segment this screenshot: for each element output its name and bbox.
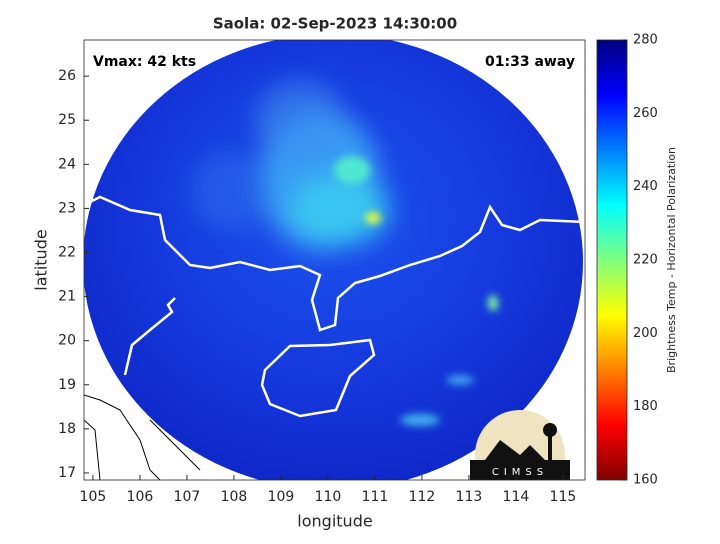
colorbar-tick-label: 280 [633, 33, 658, 48]
vmax-label: Vmax: 42 kts [93, 54, 196, 70]
x-tick-label: 114 [503, 489, 530, 505]
map-title: Saola: 02-Sep-2023 14:30:00 [213, 15, 457, 33]
y-tick-label: 24 [58, 156, 76, 172]
y-tick-label: 20 [58, 333, 76, 349]
x-tick-label: 106 [127, 489, 154, 505]
y-tick-label: 19 [58, 377, 76, 393]
imagery: CIMSS [84, 40, 585, 480]
time-away-label: 01:33 away [485, 54, 575, 70]
y-tick-label: 26 [58, 68, 76, 84]
colorbar-tick-label: 240 [633, 179, 658, 194]
x-tick-label: 110 [315, 489, 342, 505]
colorbar-label: Brightness Temp - Horizontal Polarizatio… [665, 147, 678, 373]
colorbar-tick-label: 160 [633, 473, 658, 488]
y-tick-label: 23 [58, 200, 76, 216]
y-tick-label: 21 [58, 289, 76, 305]
y-tick-label: 22 [58, 245, 76, 261]
logo: CIMSS [470, 410, 570, 480]
plot-frame [83, 39, 586, 481]
colorbar-tick-label: 220 [633, 253, 658, 268]
x-tick-label: 105 [80, 489, 107, 505]
x-tick-label: 115 [550, 489, 577, 505]
logo-text: CIMSS [492, 467, 548, 478]
x-tick-label: 111 [362, 489, 389, 505]
colorbar-tick-label: 180 [633, 399, 658, 414]
x-axis-label: longitude [297, 512, 372, 531]
colorbar-tick-label: 200 [633, 326, 658, 341]
x-tick-label: 107 [174, 489, 201, 505]
x-tick-label: 112 [409, 489, 436, 505]
x-tick-label: 113 [456, 489, 483, 505]
y-tick-label: 25 [58, 112, 76, 128]
x-tick-label: 108 [221, 489, 248, 505]
colorbar-tick-label: 260 [633, 106, 658, 121]
y-axis-label: latitude [32, 229, 51, 290]
x-tick-label: 109 [268, 489, 295, 505]
colorbar [596, 39, 628, 481]
y-tick-label: 18 [58, 421, 76, 437]
axes: 105 106 107 108 109 110 111 112 113 114 115 17 18 19 2… [58, 33, 658, 506]
y-tick-label: 17 [58, 465, 76, 481]
